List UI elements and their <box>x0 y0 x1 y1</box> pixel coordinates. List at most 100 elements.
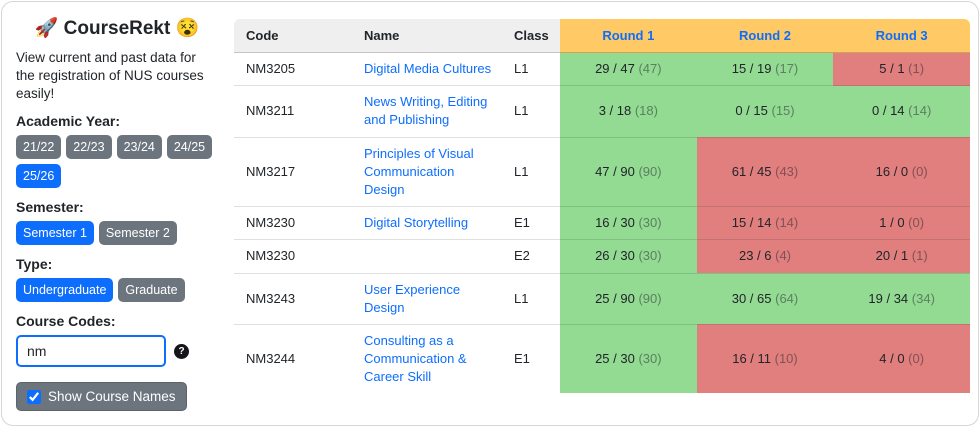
type-graduate[interactable]: Graduate <box>118 278 185 303</box>
round-1-cell: 47 / 90 (90) <box>560 136 697 207</box>
course-name-cell: Principles of Visual Communication Desig… <box>352 136 502 207</box>
year-22-23[interactable]: 22/23 <box>66 135 112 160</box>
col-header-round-3: Round 3 <box>833 19 970 53</box>
course-code: NM3243 <box>234 272 352 325</box>
vacancy-sub: (10) <box>774 351 798 367</box>
year-25-26[interactable]: 25/26 <box>16 164 62 189</box>
academic-year-options: 21/22 22/23 23/24 24/25 25/26 <box>16 135 218 189</box>
course-name-cell: Digital Storytelling <box>352 206 502 240</box>
col-header-code: Code <box>234 19 352 53</box>
vacancy-sub: (30) <box>638 248 662 264</box>
course-code: NM3230 <box>234 239 352 273</box>
course-codes-label: Course Codes: <box>16 313 116 330</box>
vacancy-main: 25 / 90 <box>595 290 639 306</box>
vacancy-main: 29 / 47 <box>595 61 639 76</box>
help-icon[interactable]: ? <box>174 343 189 359</box>
show-course-names-toggle[interactable]: Show Course Names <box>16 382 187 412</box>
vacancy-sub: (15) <box>771 103 795 119</box>
col-header-round-1: Round 1 <box>560 19 697 53</box>
class-type: E1 <box>502 323 560 394</box>
course-name-link[interactable]: Principles of Visual Communication Desig… <box>364 145 474 197</box>
course-name-cell: News Writing, Editing and Publishing <box>352 85 502 138</box>
class-type: L1 <box>502 136 560 207</box>
round-2-cell: 16 / 11 (10) <box>696 323 834 394</box>
vacancy-main: 1 / 0 <box>879 215 909 231</box>
table-row: NM3230 E2 26 / 30 (30) 23 / 6 (4) 20 / 1 (1) <box>234 239 970 273</box>
year-24-25[interactable]: 24/25 <box>166 135 213 160</box>
round-1-cell: 29 / 47 (47) <box>560 52 697 86</box>
vacancy-sub: (0) <box>911 163 928 179</box>
class-type: E1 <box>502 206 560 240</box>
semester-semester-2[interactable]: Semester 2 <box>98 221 177 246</box>
course-name-link[interactable]: Digital Storytelling <box>364 215 469 231</box>
show-course-names-checkbox[interactable] <box>27 389 41 404</box>
vacancy-main: 15 / 19 <box>731 61 776 76</box>
results-area: Code Name Class Round 1 Round 2 Round 3 … <box>230 2 978 425</box>
round-2-cell: 0 / 15 (15) <box>696 85 834 138</box>
round-3-cell: 19 / 34 (34) <box>833 272 970 325</box>
type-label: Type: <box>16 256 53 273</box>
semester-semester-1[interactable]: Semester 1 <box>16 221 94 246</box>
round-3-cell: 16 / 0 (0) <box>833 136 970 207</box>
round-2-cell: 61 / 45 (43) <box>696 136 834 207</box>
vacancy-sub: (0) <box>908 351 925 367</box>
vacancy-sub: (30) <box>638 351 662 367</box>
vacancy-main: 16 / 0 <box>875 163 912 179</box>
col-header-name: Name <box>352 19 502 53</box>
vacancy-main: 25 / 30 <box>595 351 639 367</box>
table-row: NM3217 Principles of Visual Communication… <box>234 136 970 207</box>
app-title: 🚀 CourseRekt 😵 <box>34 18 200 39</box>
col-header-round-2: Round 2 <box>696 19 834 53</box>
vacancy-main: 16 / 30 <box>595 215 639 231</box>
table-row: NM3205 Digital Media Cultures L1 29 / 47 (4… <box>234 52 970 86</box>
round-1-cell: 25 / 90 (90) <box>560 272 697 325</box>
vacancy-sub: (1) <box>911 248 928 264</box>
course-codes-row: ? <box>16 335 218 368</box>
course-table-body: NM3205 Digital Media Cultures L1 29 / 47 (4… <box>234 52 970 394</box>
vacancy-sub: (18) <box>634 103 658 119</box>
vacancy-sub: (30) <box>638 215 662 231</box>
round-3-cell: 20 / 1 (1) <box>833 239 970 273</box>
course-name-cell: Digital Media Cultures <box>352 52 502 86</box>
table-row: NM3243 User Experience Design L1 25 / 90 (9… <box>234 272 970 325</box>
round-2-cell: 23 / 6 (4) <box>696 239 834 273</box>
course-name-link[interactable]: News Writing, Editing and Publishing <box>364 94 488 128</box>
col-header-class: Class <box>502 19 560 53</box>
course-code: NM3217 <box>234 136 352 207</box>
type-undergraduate[interactable]: Undergraduate <box>16 278 114 303</box>
table-row: NM3244 Consulting as a Communication & Ca… <box>234 323 970 394</box>
show-course-names-label: Show Course Names <box>48 389 176 405</box>
sidebar: 🚀 CourseRekt 😵 View current and past dat… <box>2 2 230 425</box>
round-1-cell: 25 / 30 (30) <box>560 323 697 394</box>
vacancy-main: 3 / 18 <box>598 103 635 119</box>
vacancy-main: 19 / 34 <box>868 290 912 306</box>
round-3-cell: 5 / 1 (1) <box>833 52 970 86</box>
type-options: Undergraduate Graduate <box>16 278 218 303</box>
round-2-cell: 15 / 19 (17) <box>696 52 834 86</box>
vacancy-main: 47 / 90 <box>595 163 639 179</box>
course-table-container[interactable]: Code Name Class Round 1 Round 2 Round 3 … <box>234 19 970 411</box>
course-code: NM3205 <box>234 52 352 86</box>
vacancy-main: 61 / 45 <box>731 163 776 179</box>
vacancy-sub: (0) <box>908 215 925 231</box>
year-21-22[interactable]: 21/22 <box>16 135 62 160</box>
course-name-link[interactable]: Consulting as a Communication & Career S… <box>364 332 467 385</box>
round-1-cell: 16 / 30 (30) <box>560 206 697 240</box>
vacancy-sub: (17) <box>775 61 799 76</box>
semester-options: Semester 1 Semester 2 <box>16 221 218 246</box>
vacancy-main: 23 / 6 <box>738 248 776 264</box>
vacancy-main: 4 / 0 <box>879 351 909 367</box>
course-table: Code Name Class Round 1 Round 2 Round 3 … <box>234 19 970 394</box>
class-type: L1 <box>502 85 560 138</box>
vacancy-sub: (43) <box>775 163 799 179</box>
vacancy-sub: (14) <box>775 215 799 231</box>
vacancy-main: 16 / 11 <box>732 351 775 367</box>
vacancy-main: 20 / 1 <box>875 248 912 264</box>
course-name-link[interactable]: Digital Media Cultures <box>364 61 492 76</box>
vacancy-main: 26 / 30 <box>595 248 639 264</box>
round-3-cell: 4 / 0 (0) <box>833 323 970 394</box>
year-23-24[interactable]: 23/24 <box>116 135 162 160</box>
course-name-link[interactable]: User Experience Design <box>364 281 461 315</box>
course-codes-input[interactable] <box>16 335 166 368</box>
round-1-cell: 3 / 18 (18) <box>560 85 697 138</box>
